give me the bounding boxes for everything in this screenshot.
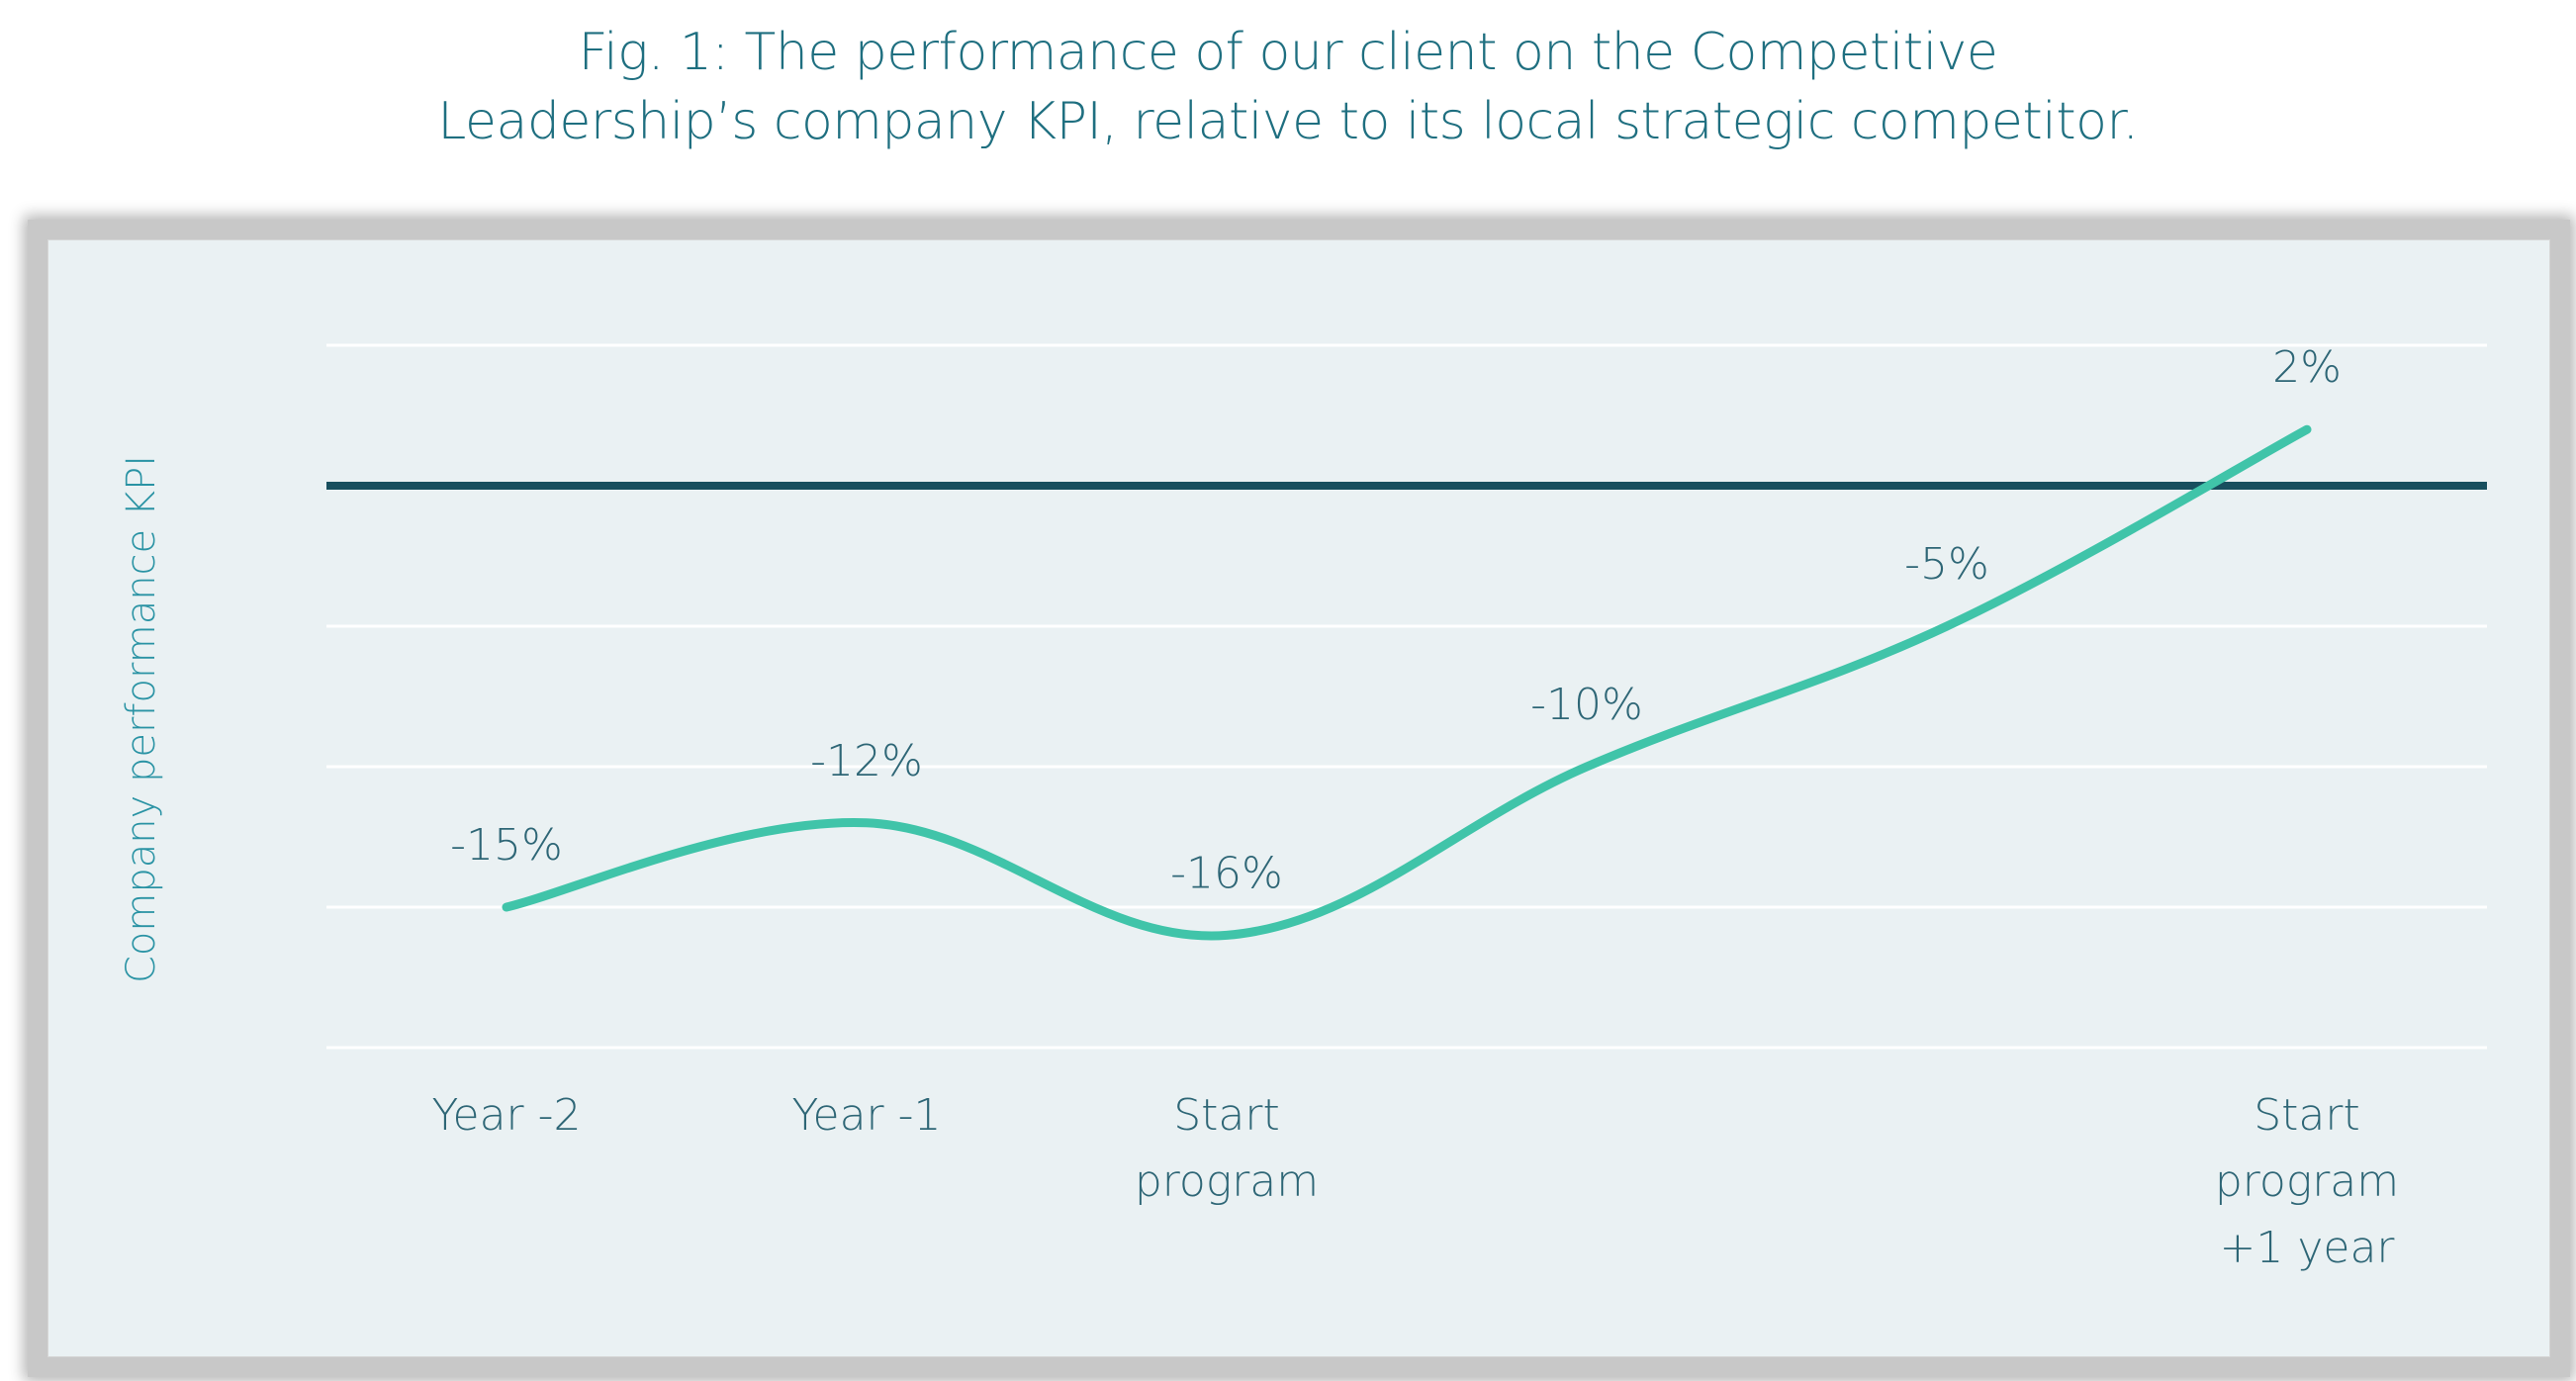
x-tick-label-line: Year -2 [431, 1090, 581, 1141]
x-tick-label: Year -1 [791, 1090, 941, 1141]
x-tick-label-line: Start [2254, 1090, 2360, 1141]
x-tick-label-line: Start [1173, 1090, 1280, 1141]
x-tick-label-line: program [1135, 1156, 1319, 1207]
data-label: -10% [1530, 680, 1643, 730]
line-chart: Company performance KPI -15% -12% -16% -10% -… [119, 342, 2487, 1273]
series-line [502, 424, 2312, 941]
data-label: -15% [450, 820, 563, 871]
x-tick-label: Year -2 [431, 1090, 581, 1141]
x-tick-label-line: Year -1 [791, 1090, 941, 1141]
data-label: -16% [1170, 848, 1283, 898]
x-tick-label: Start program +1 year [2215, 1090, 2399, 1273]
chart-title-line-2: Leadership’s company KPI, relative to it… [437, 92, 2139, 151]
chart-panel: Company performance KPI -15% -12% -16% -10% -… [28, 220, 2570, 1377]
chart-title: Fig. 1: The performance of our client on… [0, 18, 2576, 156]
data-label: -12% [810, 736, 923, 786]
data-label: -5% [1904, 539, 1989, 590]
chart-title-line-1: Fig. 1: The performance of our client on… [578, 23, 1998, 82]
x-tick-label: Start program [1135, 1090, 1319, 1207]
data-label: 2% [2272, 342, 2342, 393]
y-axis-label: Company performance KPI [119, 455, 164, 983]
x-tick-label-line: +1 year [2219, 1223, 2395, 1273]
x-tick-label-line: program [2215, 1156, 2399, 1207]
